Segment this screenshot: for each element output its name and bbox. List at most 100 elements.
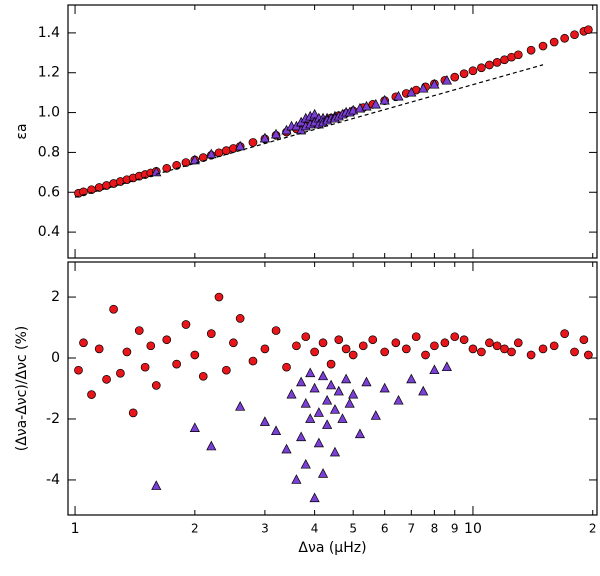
- point: [259, 416, 270, 426]
- point: [318, 338, 328, 348]
- point: [538, 41, 548, 51]
- point: [459, 335, 469, 345]
- point: [329, 446, 341, 457]
- plot-frame: [67, 4, 598, 259]
- point: [348, 388, 359, 399]
- point: [326, 379, 337, 390]
- point: [122, 347, 132, 357]
- point: [361, 100, 372, 111]
- point: [248, 138, 258, 147]
- x-tick-label: 2: [589, 522, 597, 536]
- point: [370, 98, 381, 109]
- x-tick-label: 10: [464, 521, 482, 537]
- point: [329, 404, 341, 414]
- point: [380, 347, 390, 357]
- point: [468, 66, 478, 76]
- point: [411, 332, 421, 342]
- point: [361, 376, 372, 387]
- y-tick-label: 1.4: [38, 25, 60, 41]
- point: [507, 347, 516, 357]
- x-axis-label: Δνa (μHz): [298, 540, 366, 556]
- point: [140, 362, 150, 372]
- point: [162, 164, 172, 173]
- point: [309, 492, 320, 503]
- point: [322, 419, 333, 429]
- point: [485, 60, 494, 70]
- point: [206, 440, 217, 451]
- point: [87, 390, 96, 399]
- point: [291, 474, 302, 484]
- y-axis-label: εa: [14, 123, 30, 139]
- point: [538, 344, 548, 354]
- point: [337, 413, 348, 423]
- point: [406, 86, 417, 97]
- point: [579, 335, 589, 345]
- point: [235, 314, 245, 323]
- point: [305, 413, 316, 423]
- point: [134, 326, 144, 335]
- point: [206, 329, 216, 338]
- point: [309, 382, 320, 393]
- point: [354, 428, 366, 439]
- point: [172, 359, 181, 369]
- point: [485, 338, 494, 348]
- point: [296, 431, 307, 442]
- point: [313, 407, 324, 417]
- point: [282, 362, 291, 372]
- point: [79, 338, 88, 348]
- point: [235, 401, 246, 411]
- point: [181, 158, 191, 167]
- point: [74, 365, 83, 375]
- point: [310, 347, 319, 357]
- point: [570, 30, 579, 40]
- point: [300, 397, 311, 408]
- point: [317, 370, 329, 381]
- plot-frame: [67, 261, 598, 516]
- point: [333, 385, 344, 396]
- point: [549, 341, 559, 351]
- x-tick-label: 2: [191, 522, 199, 536]
- y-tick-label: -2: [46, 411, 60, 427]
- x-tick-label: 7: [407, 522, 415, 536]
- point: [468, 344, 478, 354]
- point: [584, 350, 593, 360]
- point: [296, 376, 307, 387]
- point: [418, 385, 429, 396]
- y-tick-label: 1.0: [38, 105, 60, 121]
- point: [189, 422, 200, 432]
- point: [259, 132, 270, 143]
- point: [406, 373, 417, 384]
- point: [181, 320, 191, 329]
- point: [393, 394, 404, 405]
- point: [492, 58, 502, 67]
- point: [368, 335, 378, 345]
- y-tick-label: 2: [51, 289, 60, 305]
- y-axis-label: (Δνa-Δνc)/Δνc (%): [14, 326, 30, 452]
- x-tick-label: 6: [381, 522, 389, 536]
- point: [344, 397, 355, 408]
- point: [326, 359, 336, 369]
- point: [281, 443, 292, 454]
- x-tick-label: 4: [311, 522, 319, 536]
- point: [526, 45, 536, 55]
- point: [151, 480, 162, 490]
- point: [214, 148, 224, 158]
- point: [391, 338, 401, 348]
- y-tick-label: 0: [51, 350, 60, 366]
- point: [286, 388, 297, 399]
- point: [560, 329, 569, 338]
- point: [429, 78, 440, 89]
- point: [348, 350, 358, 360]
- point: [341, 373, 352, 384]
- point: [322, 394, 333, 405]
- point: [317, 468, 329, 478]
- point: [305, 367, 316, 378]
- point: [418, 82, 429, 93]
- point: [198, 371, 208, 381]
- x-tick-label: 8: [431, 522, 439, 536]
- point: [248, 356, 258, 366]
- fit-line: [74, 64, 544, 198]
- point: [421, 350, 430, 360]
- point: [260, 344, 270, 354]
- point: [430, 341, 439, 351]
